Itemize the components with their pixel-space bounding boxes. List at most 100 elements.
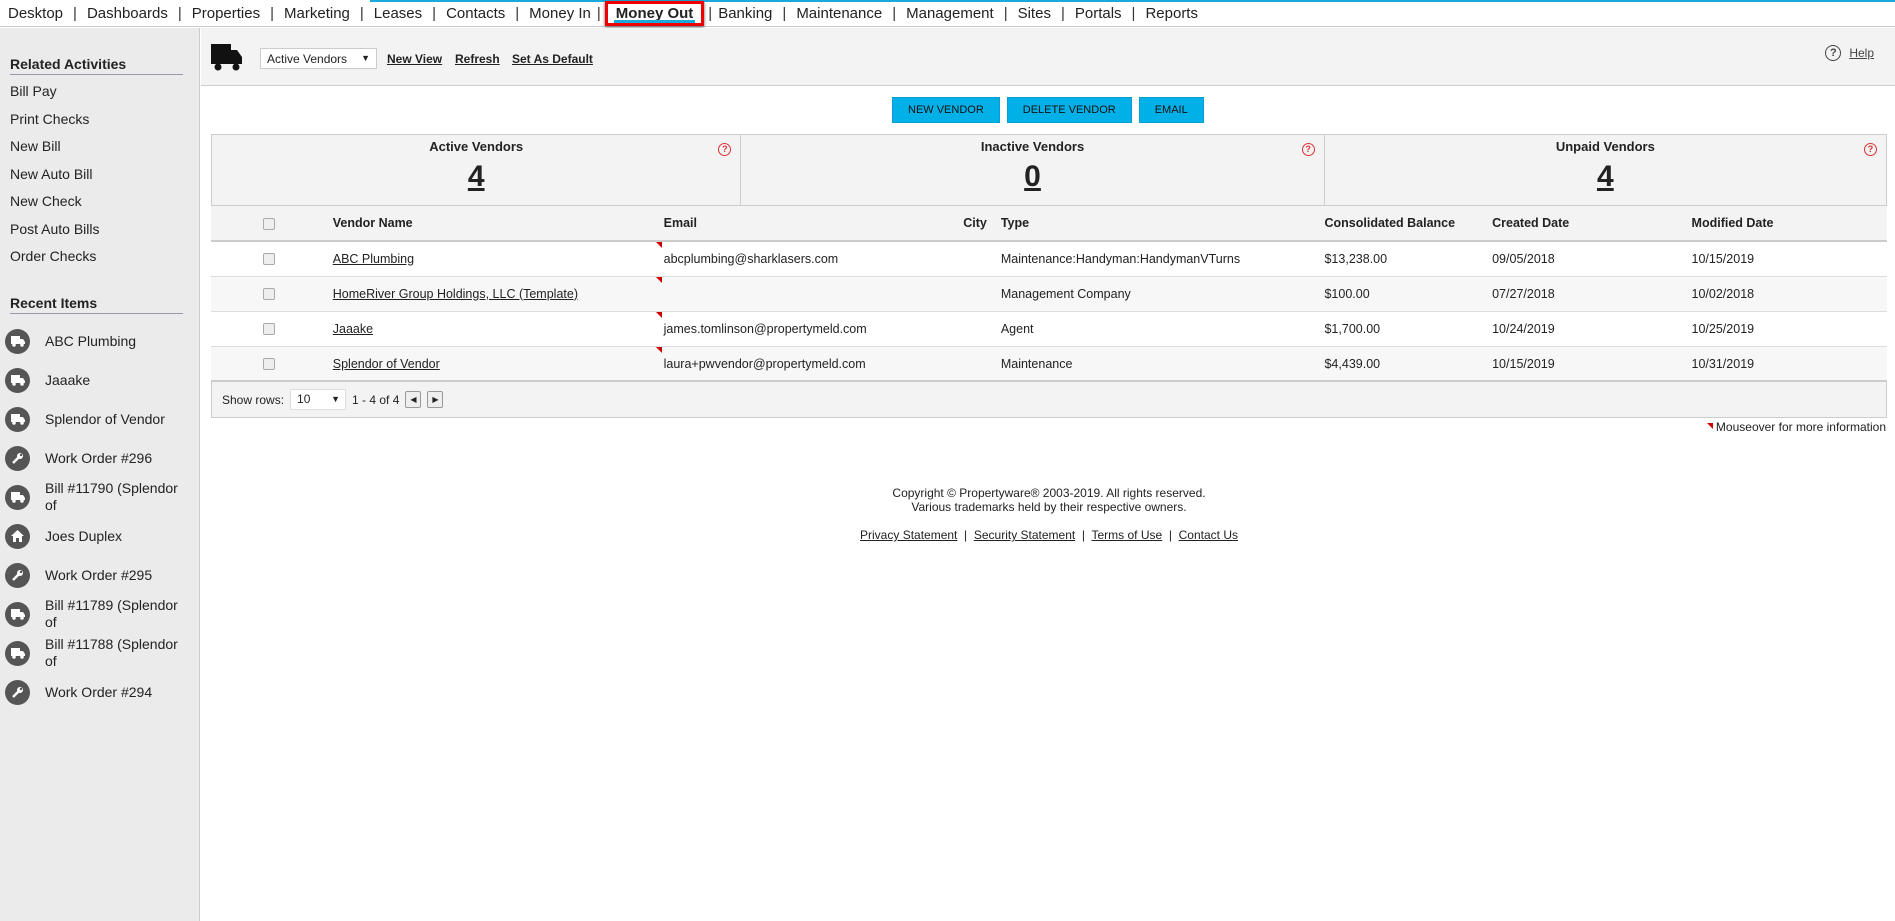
nav-management[interactable]: Management	[906, 4, 994, 22]
nav-separator: |	[708, 4, 713, 22]
summary-label: Unpaid Vendors	[1555, 139, 1655, 154]
cell-type: Agent	[1000, 311, 1325, 347]
table-row: Splendor of Vendor laura+pwvendor@propert…	[211, 346, 1887, 382]
recent-item[interactable]: Joes Duplex	[5, 517, 199, 556]
recent-item-label: Bill #11790 (Splendor of	[45, 480, 178, 513]
wrench-icon	[5, 679, 30, 705]
recent-item[interactable]: Bill #11790 (Splendor of	[5, 478, 199, 517]
related-bill-pay[interactable]: Bill Pay	[10, 83, 57, 99]
recent-item-label: Work Order #296	[45, 449, 153, 466]
nav-dashboards[interactable]: Dashboards	[86, 4, 168, 22]
nav-separator: |	[782, 4, 787, 22]
set-as-default-link[interactable]: Set As Default	[512, 52, 593, 66]
column-vendor-name[interactable]: Vendor Name	[332, 206, 664, 242]
column-type[interactable]: Type	[1000, 206, 1325, 242]
email-button[interactable]: EMAIL	[1138, 97, 1204, 123]
info-icon[interactable]: ?	[1301, 143, 1315, 156]
recent-item[interactable]: Splendor of Vendor	[5, 400, 199, 439]
row-select	[211, 241, 333, 277]
info-marker[interactable]	[655, 346, 662, 353]
recent-item[interactable]: Jaaake	[5, 361, 199, 400]
vendor-link[interactable]: Splendor of Vendor	[332, 356, 440, 371]
footer-link-contact-us[interactable]: Contact Us	[1178, 528, 1238, 542]
nav-portals[interactable]: Portals	[1074, 4, 1122, 22]
info-marker[interactable]	[655, 276, 662, 283]
related-new-bill[interactable]: New Bill	[10, 138, 61, 154]
select-all-checkbox[interactable]	[263, 217, 275, 230]
new-vendor-button[interactable]: NEW VENDOR	[892, 97, 1000, 123]
column-consolidated-balance[interactable]: Consolidated Balance	[1324, 206, 1493, 242]
vendor-link[interactable]: ABC Plumbing	[332, 251, 415, 266]
recent-item[interactable]: Bill #11789 (Splendor of	[5, 595, 199, 634]
summary-count[interactable]: 0	[1024, 160, 1041, 193]
nav-desktop[interactable]: Desktop	[8, 4, 64, 22]
footer-links: Privacy Statement | Security Statement |…	[211, 528, 1887, 542]
info-icon[interactable]: ?	[1864, 143, 1877, 156]
vendor-link[interactable]: HomeRiver Group Holdings, LLC (Template)	[332, 286, 578, 301]
related-activities-title: Related Activities	[10, 56, 183, 75]
recent-item[interactable]: ABC Plumbing	[5, 322, 199, 361]
pager: Show rows: 10 1 - 4 of 4 ◀ ▶	[211, 380, 1887, 418]
cell-email	[663, 276, 964, 312]
recent-item[interactable]: Work Order #295	[5, 556, 199, 595]
footer-link-privacy-statement[interactable]: Privacy Statement	[860, 528, 958, 542]
sidebar: Related Activities Bill Pay Print Checks N…	[0, 28, 200, 921]
copyright: Copyright © Propertyware® 2003-2019. All…	[892, 486, 1206, 500]
related-new-auto-bill[interactable]: New Auto Bill	[10, 165, 93, 182]
cell-consolidated-balance: $100.00	[1324, 276, 1493, 312]
nav-contacts[interactable]: Contacts	[446, 4, 506, 22]
delete-vendor-button[interactable]: DELETE VENDOR	[1006, 97, 1132, 123]
info-marker[interactable]	[655, 311, 662, 318]
recent-item[interactable]: Work Order #296	[5, 439, 199, 478]
related-new-check[interactable]: New Check	[10, 193, 82, 209]
new-view-link[interactable]: New View	[387, 52, 443, 66]
row-checkbox[interactable]	[263, 288, 275, 301]
top-accent-line	[370, 0, 1895, 2]
vendor-table: Vendor Name Email City Type Consolidated Bal…	[211, 206, 1887, 382]
truck-icon	[5, 367, 30, 393]
footer-link-security-statement[interactable]: Security Statement	[973, 528, 1076, 542]
nav-properties[interactable]: Properties	[191, 4, 261, 22]
page-range: 1 - 4 of 4	[352, 392, 400, 407]
refresh-link[interactable]: Refresh	[455, 52, 500, 66]
nav-maintenance[interactable]: Maintenance	[796, 4, 883, 22]
recent-item[interactable]: Bill #11788 (Splendor of	[5, 634, 199, 673]
column-city[interactable]: City	[963, 206, 1001, 242]
nav-money-out[interactable]: Money Out	[604, 0, 705, 26]
nav-leases[interactable]: Leases	[373, 4, 423, 22]
row-checkbox[interactable]	[263, 253, 275, 266]
prev-page-button[interactable]: ◀	[405, 391, 422, 408]
trademarks: Various trademarks held by their respect…	[911, 500, 1187, 514]
related-order-checks[interactable]: Order Checks	[10, 248, 97, 264]
info-marker[interactable]	[655, 242, 662, 248]
summary-label: Active Vendors	[429, 139, 524, 154]
column-email[interactable]: Email	[663, 206, 964, 242]
nav-marketing[interactable]: Marketing	[284, 4, 350, 22]
truck-icon	[5, 406, 30, 432]
row-checkbox[interactable]	[263, 358, 275, 371]
cell-created-date: 10/24/2019	[1492, 311, 1692, 347]
vendor-link[interactable]: Jaaake	[332, 321, 374, 336]
summary-count[interactable]: 4	[467, 160, 485, 193]
recent-item[interactable]: Work Order #294	[5, 673, 199, 712]
nav-banking[interactable]: Banking	[718, 4, 773, 22]
help-link[interactable]: ? Help	[1825, 45, 1874, 61]
row-checkbox[interactable]	[263, 323, 275, 336]
column-modified-date[interactable]: Modified Date	[1691, 206, 1887, 242]
view-select[interactable]: Active Vendors	[260, 48, 377, 69]
next-page-button[interactable]: ▶	[427, 391, 444, 408]
nav-reports[interactable]: Reports	[1145, 4, 1198, 22]
nav-money-in[interactable]: Money In	[529, 4, 591, 22]
summary-label: Inactive Vendors	[980, 139, 1085, 154]
nav-sites[interactable]: Sites	[1017, 4, 1051, 22]
summary-count[interactable]: 4	[1596, 160, 1614, 193]
related-print-checks[interactable]: Print Checks	[10, 110, 90, 127]
truck-icon	[5, 484, 30, 510]
recent-item-label: Work Order #294	[45, 683, 153, 700]
cell-city	[963, 241, 1001, 277]
rows-per-page-select[interactable]: 10	[290, 389, 347, 410]
related-post-auto-bills[interactable]: Post Auto Bills	[10, 220, 100, 237]
column-created-date[interactable]: Created Date	[1492, 206, 1692, 242]
info-icon[interactable]: ?	[718, 143, 732, 156]
footer-link-terms-of-use[interactable]: Terms of Use	[1091, 528, 1163, 542]
